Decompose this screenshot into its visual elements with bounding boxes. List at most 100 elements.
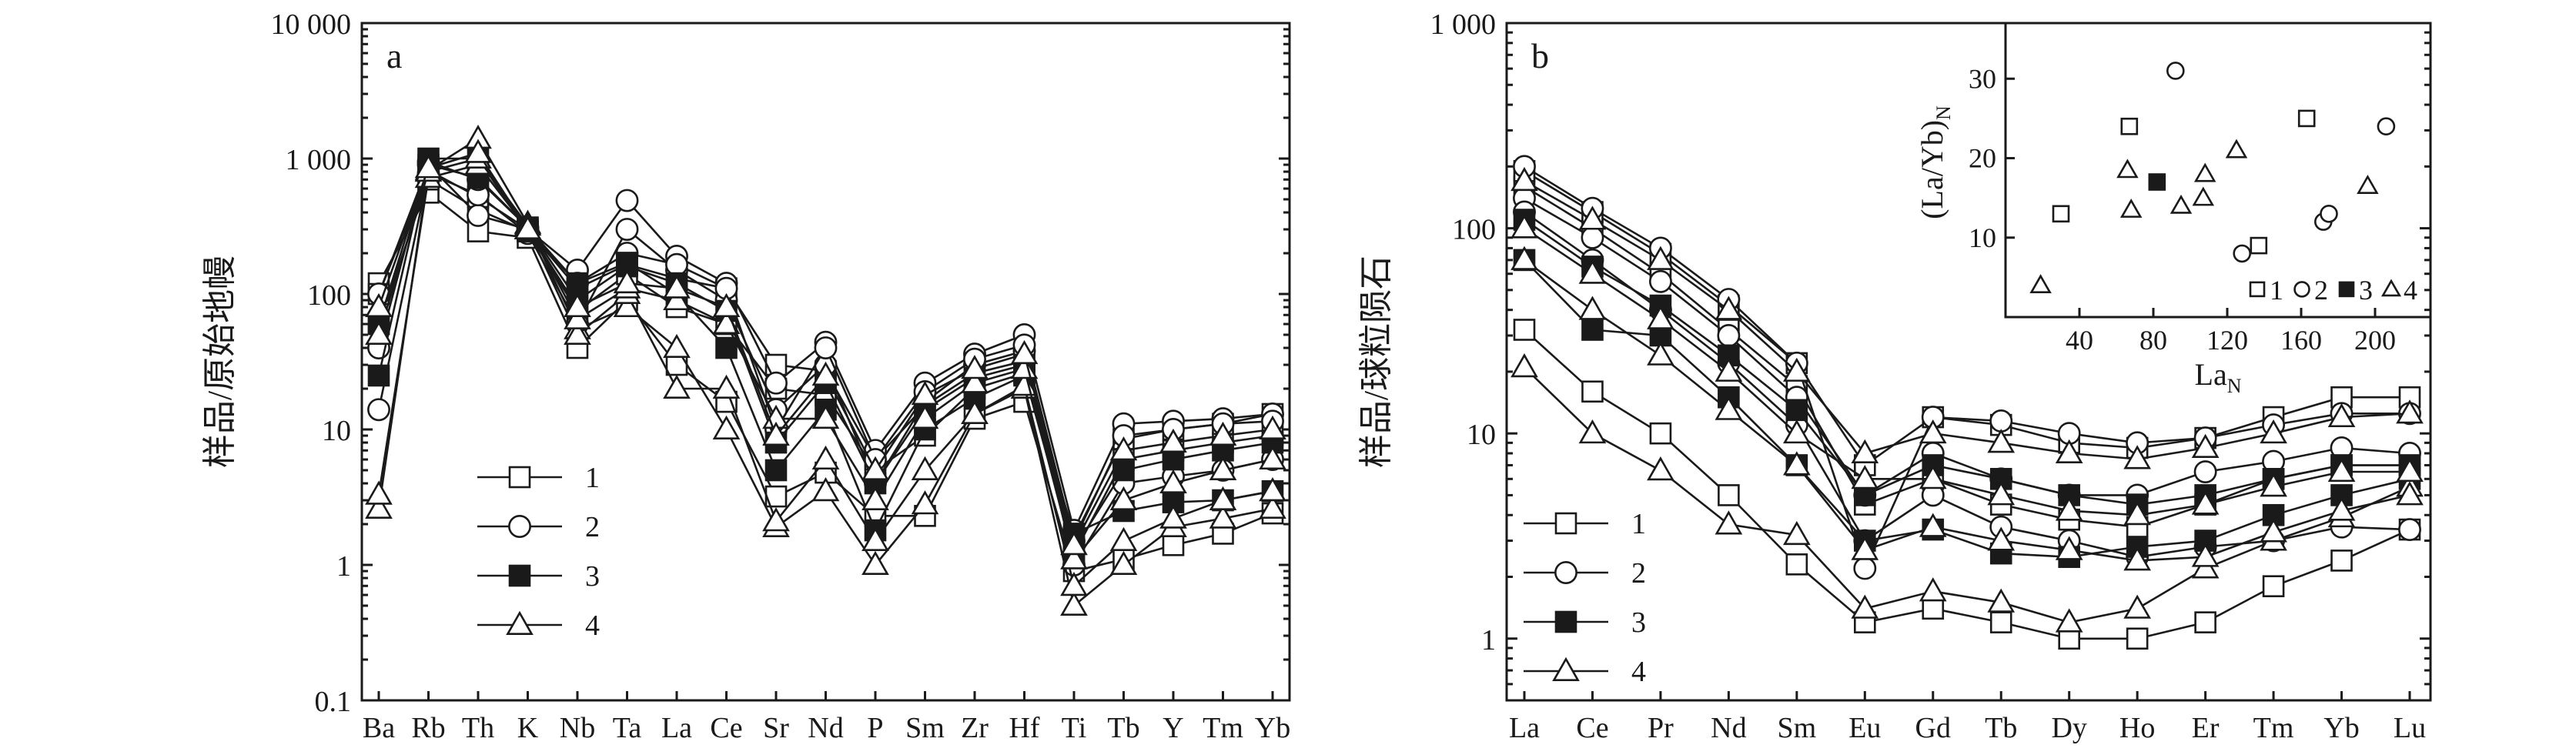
inset-legend-marker <box>2249 281 2266 298</box>
panel-a-data-point <box>715 336 738 359</box>
panel-b-legend-marker <box>1552 656 1580 682</box>
inset-data-point <box>2170 194 2193 214</box>
inset-data-point <box>2225 139 2248 159</box>
panel-a-data-point <box>467 204 490 227</box>
panel-b-data-point <box>2327 457 2356 483</box>
panel-b-xtick-label: Nd <box>1711 712 1746 744</box>
inset-data-point <box>2297 109 2316 128</box>
panel-b-data-point <box>1513 319 1536 341</box>
inset-xtick-label: 200 <box>2354 325 2396 356</box>
panel-b-series-line-3 <box>1524 170 2410 467</box>
panel-b-data-point <box>2191 490 2220 515</box>
inset-data-point <box>2192 186 2215 206</box>
panel-a-data-point <box>464 139 492 163</box>
panel-b-inset-chart: 40 80 120 160 200 10 20 30 LaN (La/Yb)N 1 2 3 4 <box>1915 22 2432 397</box>
panel-b-legend-label: 1 <box>1631 508 1646 540</box>
panel-b-xtick-label: Yb <box>2323 712 2359 744</box>
panel-a-ytick-label: 100 <box>307 279 351 312</box>
panel-a-data-point <box>1109 486 1138 511</box>
panel-b-data-point <box>2126 627 2149 650</box>
panel-b-data-point <box>2191 543 2220 567</box>
panel-b-legend-marker <box>1554 561 1577 584</box>
panel-b-ytick-label: 1 000 <box>1430 8 1497 41</box>
panel-a-data-point <box>564 320 591 345</box>
inset-legend-marker <box>2338 281 2355 298</box>
panel-a-legend-marker <box>508 515 531 538</box>
panel-a-data-point <box>1209 486 1237 511</box>
panel-b-data-point <box>1987 481 2016 506</box>
inset-xtick-label: 40 <box>2066 325 2093 356</box>
panel-b-data-point <box>2327 496 2356 521</box>
panel-b-data-point <box>1715 357 1743 382</box>
panel-b-data-point <box>1783 451 1811 476</box>
panel-a-data-point <box>564 292 591 318</box>
panel-b-xtick-label: Gd <box>1915 712 1951 744</box>
panel-a-data-point <box>414 154 443 179</box>
panel-a-ytick-label: 1 <box>336 550 351 583</box>
panel-a-y-axis-label: 样品/原始地幔 <box>201 256 239 468</box>
panel-a-data-point <box>1209 456 1237 480</box>
panel-a-data-point <box>1060 591 1088 616</box>
panel-a-data-point <box>367 398 390 422</box>
panel-b-plot-frame <box>1505 22 2432 702</box>
panel-b-data-point <box>1647 456 1674 481</box>
panel-b-data-point <box>2330 550 2353 572</box>
panel-a-data-point <box>1259 445 1286 470</box>
panel-a-data-point <box>961 369 989 393</box>
panel-b-data-point <box>1718 484 1740 506</box>
panel-a-xtick-label: Hf <box>1009 712 1039 744</box>
panel-a-data-point <box>1259 415 1286 440</box>
panel-a-data-point <box>1259 494 1286 519</box>
panel-b-xtick-label: Tm <box>2253 712 2294 744</box>
inset-xtick-label: 120 <box>2206 325 2248 356</box>
inset-legend-label: 3 <box>2359 275 2373 306</box>
inset-xtick-label: 80 <box>2139 325 2167 356</box>
inset-data-point <box>2357 175 2379 194</box>
panel-a-data-point <box>861 486 889 511</box>
panel-a-data-point <box>911 380 939 406</box>
inset-ytick-label: 10 <box>1969 222 1996 253</box>
inset-y-axis-label: (La/Yb)N <box>1915 105 1955 219</box>
panel-b-xtick-label: Sm <box>1777 712 1816 744</box>
panel-a-data-point <box>961 399 989 424</box>
panel-a-data-point <box>1060 531 1088 556</box>
panel-a-data-point <box>613 269 641 294</box>
inset-data-point <box>2233 244 2251 263</box>
inset-data-point <box>2193 162 2216 182</box>
panel-b-data-point <box>1785 399 1808 422</box>
panel-a-data-point <box>1109 526 1138 552</box>
panel-a-data-point <box>764 459 788 482</box>
panel-a-chart: 0.1 1 10 100 1 000 10 000 Ba Rb Th K Nb Ta La Ce Sr Nd P… <box>201 8 1291 744</box>
panel-a-data-point <box>1159 504 1187 529</box>
panel-b-xtick-label: Ho <box>2119 712 2155 744</box>
panel-b-series-line-1 <box>1524 329 2410 640</box>
panel-a-data-point <box>861 550 889 576</box>
panel-b-data-point <box>1581 319 1604 341</box>
panel-b-data-point <box>2398 518 2421 542</box>
panel-a-data-point <box>365 494 393 519</box>
inset-data-point <box>2052 205 2070 223</box>
panel-b-xtick-label: Dy <box>2051 712 2086 744</box>
panel-b-data-point <box>2055 439 2083 464</box>
inset-data-point <box>2116 159 2139 179</box>
panel-a-xtick-label: Ba <box>363 712 395 744</box>
panel-b-data-point <box>1851 594 1879 619</box>
panel-b-data-point <box>1851 465 1879 489</box>
panel-b-legend-marker <box>1554 610 1577 633</box>
panel-b-data-point <box>1581 225 1604 249</box>
panel-a-data-point <box>911 490 939 515</box>
panel-b-data-point <box>1987 588 2016 613</box>
panel-b-legend-label: 4 <box>1631 656 1646 688</box>
panel-b-data-point <box>1919 419 1947 444</box>
panel-b-xtick-label: Pr <box>1648 712 1674 744</box>
panel-a-xtick-label: Ta <box>613 712 642 744</box>
panel-b-data-point <box>1578 296 1607 320</box>
panel-a-data-point <box>365 292 393 318</box>
panel-a-xtick-label: Nb <box>560 712 595 744</box>
panel-a-data-point <box>1109 436 1138 461</box>
panel-b-xtick-label: Lu <box>2394 712 2426 744</box>
panel-b-data-point <box>1715 510 1743 535</box>
panel-b-xtick-label: Ce <box>1576 712 1608 744</box>
panel-a-data-point <box>1010 339 1039 365</box>
